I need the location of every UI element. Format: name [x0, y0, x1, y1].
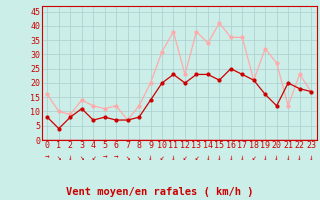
Text: ↙: ↙ [194, 153, 199, 162]
Text: ↓: ↓ [274, 153, 279, 162]
Text: ↓: ↓ [217, 153, 222, 162]
Text: ↓: ↓ [171, 153, 176, 162]
Text: Vent moyen/en rafales ( km/h ): Vent moyen/en rafales ( km/h ) [66, 187, 254, 197]
Text: ↙: ↙ [183, 153, 187, 162]
Text: ↓: ↓ [228, 153, 233, 162]
Text: →: → [102, 153, 107, 162]
Text: ↓: ↓ [309, 153, 313, 162]
Text: ↙: ↙ [252, 153, 256, 162]
Text: ↙: ↙ [160, 153, 164, 162]
Text: ↘: ↘ [79, 153, 84, 162]
Text: ↓: ↓ [205, 153, 210, 162]
Text: ↓: ↓ [240, 153, 244, 162]
Text: ↘: ↘ [57, 153, 61, 162]
Text: ↓: ↓ [263, 153, 268, 162]
Text: →: → [45, 153, 50, 162]
Text: ↙: ↙ [91, 153, 95, 162]
Text: ↘: ↘ [137, 153, 141, 162]
Text: ↓: ↓ [286, 153, 291, 162]
Text: ↓: ↓ [68, 153, 73, 162]
Text: ↓: ↓ [148, 153, 153, 162]
Text: →: → [114, 153, 118, 162]
Text: ↘: ↘ [125, 153, 130, 162]
Text: ↓: ↓ [297, 153, 302, 162]
